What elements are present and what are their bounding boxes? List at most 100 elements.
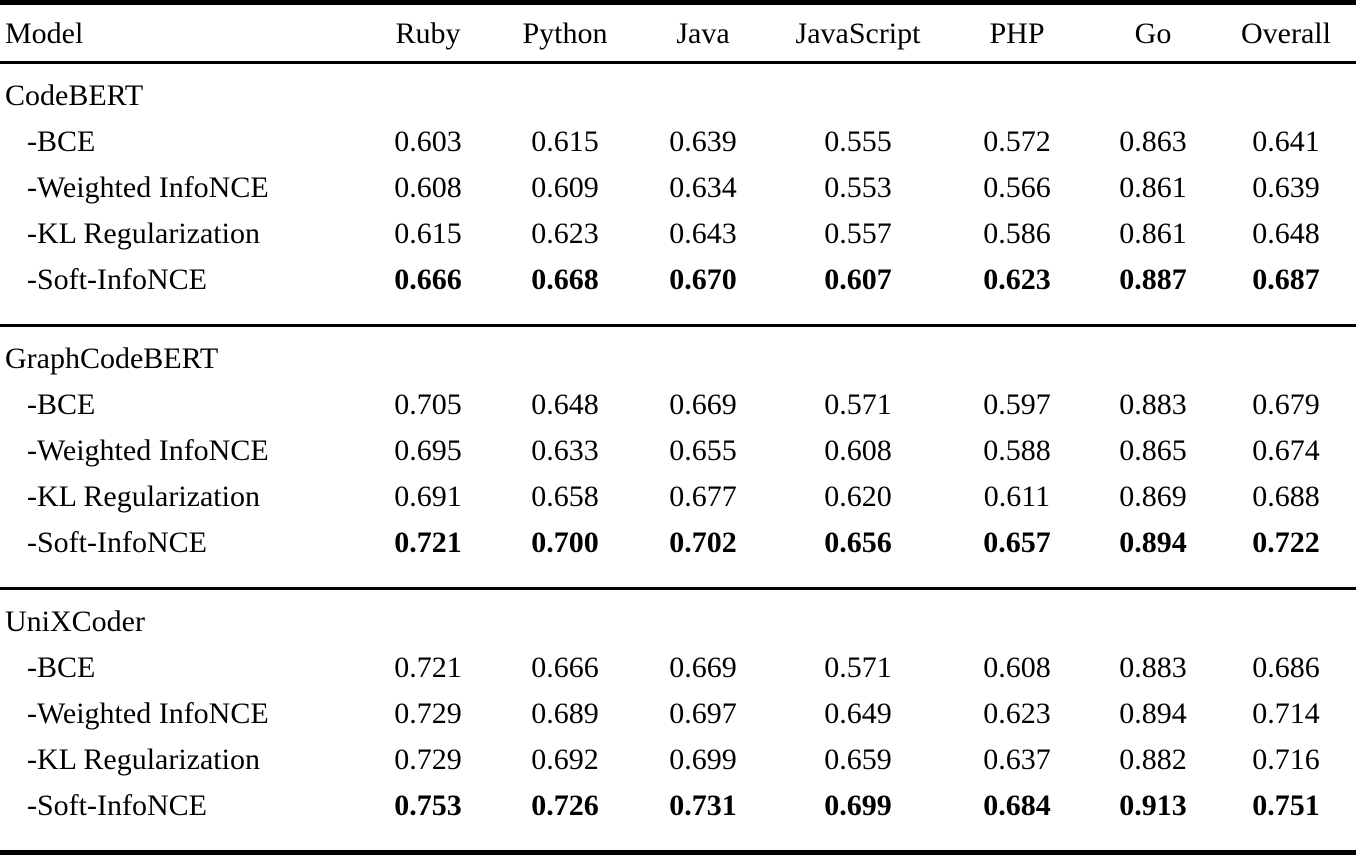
column-header-php: PHP	[989, 16, 1045, 50]
metric-cell: 0.597	[983, 387, 1051, 421]
row-label: -KL Regularization	[27, 479, 260, 513]
metric-cell: 0.726	[531, 788, 599, 822]
metric-cell: 0.611	[983, 479, 1051, 513]
metric-cell: 0.668	[531, 262, 599, 296]
metric-cell: 0.659	[824, 742, 892, 776]
metric-cell: 0.623	[531, 216, 599, 250]
metric-cell: 0.666	[531, 650, 599, 684]
group-label: CodeBERT	[5, 78, 144, 112]
metric-cell: 0.686	[1252, 650, 1320, 684]
metric-cell: 0.913	[1119, 788, 1187, 822]
metric-cell: 0.894	[1119, 696, 1187, 730]
metric-cell: 0.716	[1252, 742, 1320, 776]
table-row: -Weighted InfoNCE 0.729 0.689 0.697 0.649 0.6…	[0, 690, 1356, 736]
metric-cell: 0.607	[824, 262, 892, 296]
metric-cell: 0.571	[824, 387, 892, 421]
column-header-model: Model	[5, 16, 84, 50]
metric-cell: 0.861	[1119, 216, 1187, 250]
section-unixcoder: UniXCoder -BCE 0.721 0.666 0.669 0.571 0.608 0.…	[0, 589, 1356, 853]
metric-cell: 0.623	[983, 262, 1051, 296]
metric-cell: 0.643	[669, 216, 737, 250]
metric-cell: 0.608	[824, 433, 892, 467]
row-label: -BCE	[27, 650, 96, 684]
table-row: -Soft-InfoNCE 0.753 0.726 0.731 0.699 0.684 0.…	[0, 782, 1356, 853]
header-row: Model Ruby Python Java JavaScript PHP Go…	[0, 3, 1356, 63]
metric-cell: 0.883	[1119, 387, 1187, 421]
metric-cell: 0.688	[1252, 479, 1320, 513]
metric-cell: 0.721	[394, 650, 462, 684]
table-row: -KL Regularization 0.729 0.692 0.699 0.659 0.…	[0, 736, 1356, 782]
metric-cell: 0.689	[531, 696, 599, 730]
metric-cell: 0.557	[824, 216, 892, 250]
metric-cell: 0.608	[983, 650, 1051, 684]
metric-cell: 0.637	[983, 742, 1051, 776]
metric-cell: 0.691	[394, 479, 462, 513]
column-header-javascript: JavaScript	[795, 16, 921, 50]
metric-cell: 0.705	[394, 387, 462, 421]
metric-cell: 0.620	[824, 479, 892, 513]
metric-cell: 0.555	[824, 124, 892, 158]
metric-cell: 0.731	[669, 788, 737, 822]
table-row: -Soft-InfoNCE 0.666 0.668 0.670 0.607 0.623 0.…	[0, 256, 1356, 326]
metric-cell: 0.679	[1252, 387, 1320, 421]
metric-cell: 0.729	[394, 742, 462, 776]
metric-cell: 0.669	[669, 650, 737, 684]
metric-cell: 0.721	[394, 525, 462, 559]
metric-cell: 0.572	[983, 124, 1051, 158]
row-label: -Soft-InfoNCE	[27, 525, 207, 559]
metric-cell: 0.674	[1252, 433, 1320, 467]
table-row: -KL Regularization 0.691 0.658 0.677 0.620 0.…	[0, 473, 1356, 519]
metric-cell: 0.697	[669, 696, 737, 730]
section-graphcodebert: GraphCodeBERT -BCE 0.705 0.648 0.669 0.571 0.5…	[0, 326, 1356, 589]
column-header-python: Python	[522, 16, 608, 50]
metric-cell: 0.623	[983, 696, 1051, 730]
metric-cell: 0.753	[394, 788, 462, 822]
metric-cell: 0.566	[983, 170, 1051, 204]
metric-cell: 0.655	[669, 433, 737, 467]
table-row: -KL Regularization 0.615 0.623 0.643 0.557 0.…	[0, 210, 1356, 256]
metric-cell: 0.608	[394, 170, 462, 204]
group-row: UniXCoder	[0, 589, 1356, 645]
group-row: GraphCodeBERT	[0, 326, 1356, 382]
group-row: CodeBERT	[0, 63, 1356, 119]
metric-cell: 0.588	[983, 433, 1051, 467]
metric-cell: 0.639	[669, 124, 737, 158]
metric-cell: 0.865	[1119, 433, 1187, 467]
table-header: Model Ruby Python Java JavaScript PHP Go…	[0, 2, 1356, 63]
metric-cell: 0.639	[1252, 170, 1320, 204]
row-label: -Weighted InfoNCE	[27, 696, 269, 730]
metric-cell: 0.714	[1252, 696, 1320, 730]
column-header-overall: Overall	[1241, 16, 1331, 50]
metric-cell: 0.887	[1119, 262, 1187, 296]
metric-cell: 0.603	[394, 124, 462, 158]
metric-cell: 0.882	[1119, 742, 1187, 776]
metric-cell: 0.700	[531, 525, 599, 559]
metric-cell: 0.586	[983, 216, 1051, 250]
table-row: -Weighted InfoNCE 0.608 0.609 0.634 0.553 0.5…	[0, 164, 1356, 210]
column-header-ruby: Ruby	[395, 16, 461, 50]
metric-cell: 0.684	[983, 788, 1051, 822]
metric-cell: 0.883	[1119, 650, 1187, 684]
table-row: -BCE 0.705 0.648 0.669 0.571 0.597 0.883 0.679	[0, 381, 1356, 427]
row-label: -Weighted InfoNCE	[27, 433, 269, 467]
metric-cell: 0.649	[824, 696, 892, 730]
column-header-go: Go	[1134, 16, 1172, 50]
metric-cell: 0.641	[1252, 124, 1320, 158]
row-label: -Soft-InfoNCE	[27, 788, 207, 822]
metric-cell: 0.553	[824, 170, 892, 204]
metric-cell: 0.687	[1252, 262, 1320, 296]
metric-cell: 0.658	[531, 479, 599, 513]
metric-cell: 0.657	[983, 525, 1051, 559]
group-label: GraphCodeBERT	[5, 341, 219, 375]
metric-cell: 0.695	[394, 433, 462, 467]
metric-cell: 0.670	[669, 262, 737, 296]
metric-cell: 0.722	[1252, 525, 1320, 559]
row-label: -BCE	[27, 387, 96, 421]
metric-cell: 0.648	[531, 387, 599, 421]
table-row: -BCE 0.603 0.615 0.639 0.555 0.572 0.863 0.641	[0, 118, 1356, 164]
metric-cell: 0.861	[1119, 170, 1187, 204]
metric-cell: 0.615	[394, 216, 462, 250]
column-header-java: Java	[676, 16, 730, 50]
group-label: UniXCoder	[5, 604, 145, 638]
